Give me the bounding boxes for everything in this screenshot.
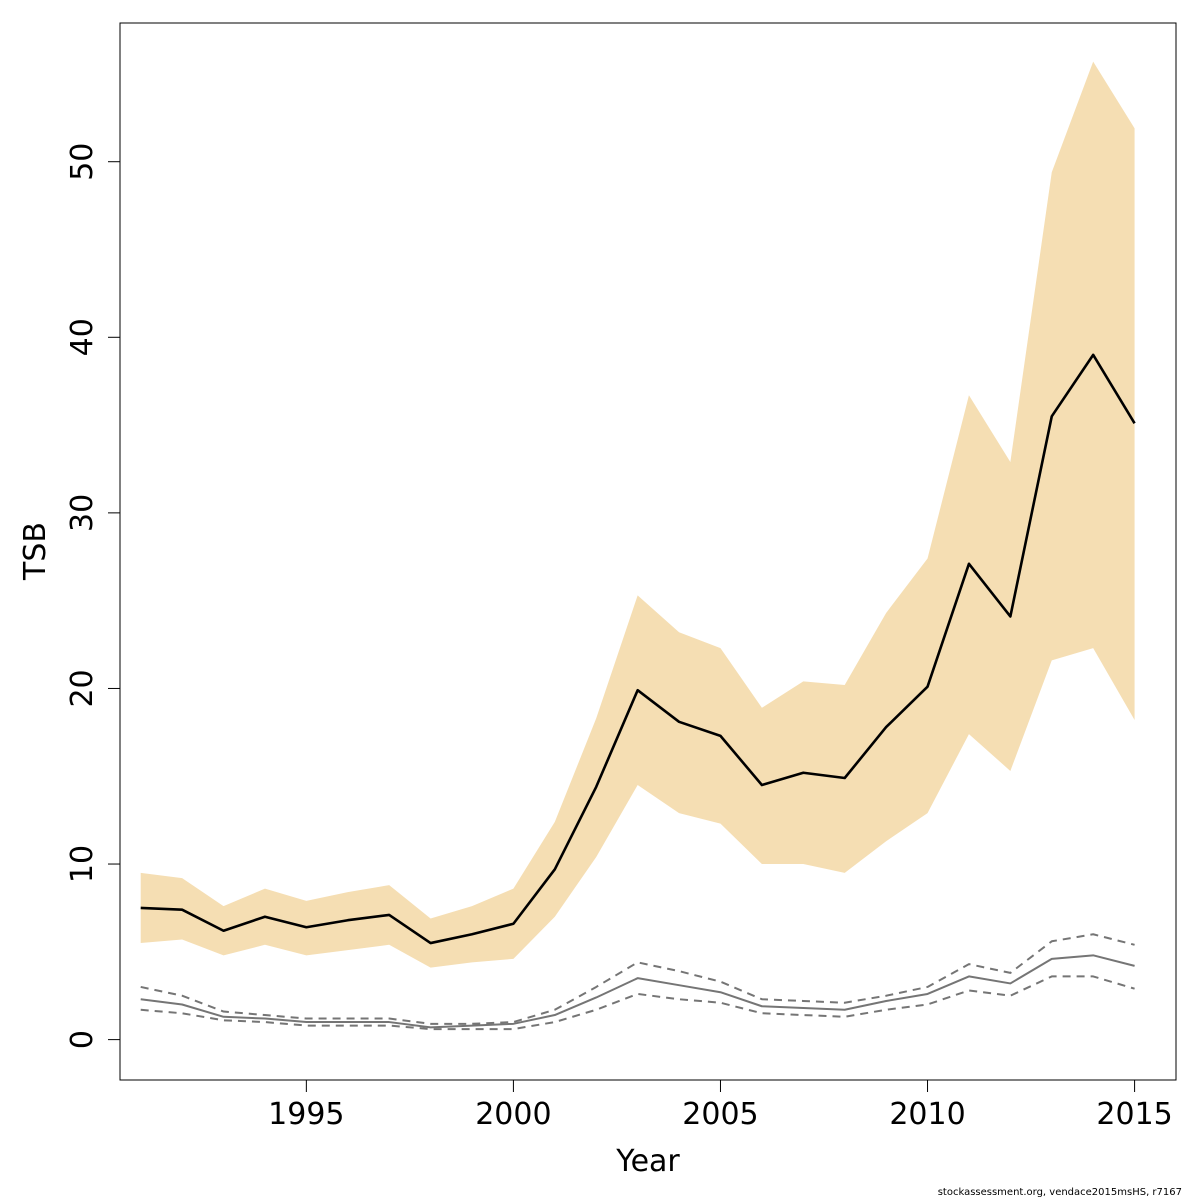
y-tick-label: 0: [65, 1030, 100, 1049]
secondary-upper-dashed-line: [140, 933, 1135, 1025]
x-tick-label: 2005: [682, 1097, 758, 1132]
y-tick-label: 50: [65, 143, 100, 181]
y-tick-label: 20: [65, 669, 100, 707]
x-axis-title: Year: [615, 1144, 680, 1179]
tsb-estimate-line: [140, 353, 1136, 945]
y-tick-label: 40: [65, 318, 100, 356]
secondary-estimate-line: [140, 954, 1135, 1029]
series-lines-layer: [140, 353, 1136, 1031]
x-axis: 1995 2000 2005 2010 2015: [268, 1079, 1173, 1132]
x-tick-label: 1995: [268, 1097, 344, 1132]
x-tick-label: 2015: [1096, 1097, 1172, 1132]
footer-credit: stockassessment.org, vendace2015msHS, r7…: [937, 1187, 1182, 1198]
y-axis: 0 10 20 30 40 50: [65, 143, 121, 1049]
confidence-band-layer: [140, 61, 1135, 968]
y-axis-title: TSB: [18, 522, 53, 581]
confidence-band: [140, 61, 1135, 968]
x-tick-label: 2010: [889, 1097, 965, 1132]
x-tick-label: 2000: [475, 1097, 551, 1132]
y-tick-label: 30: [65, 494, 100, 532]
y-tick-label: 10: [65, 845, 100, 883]
